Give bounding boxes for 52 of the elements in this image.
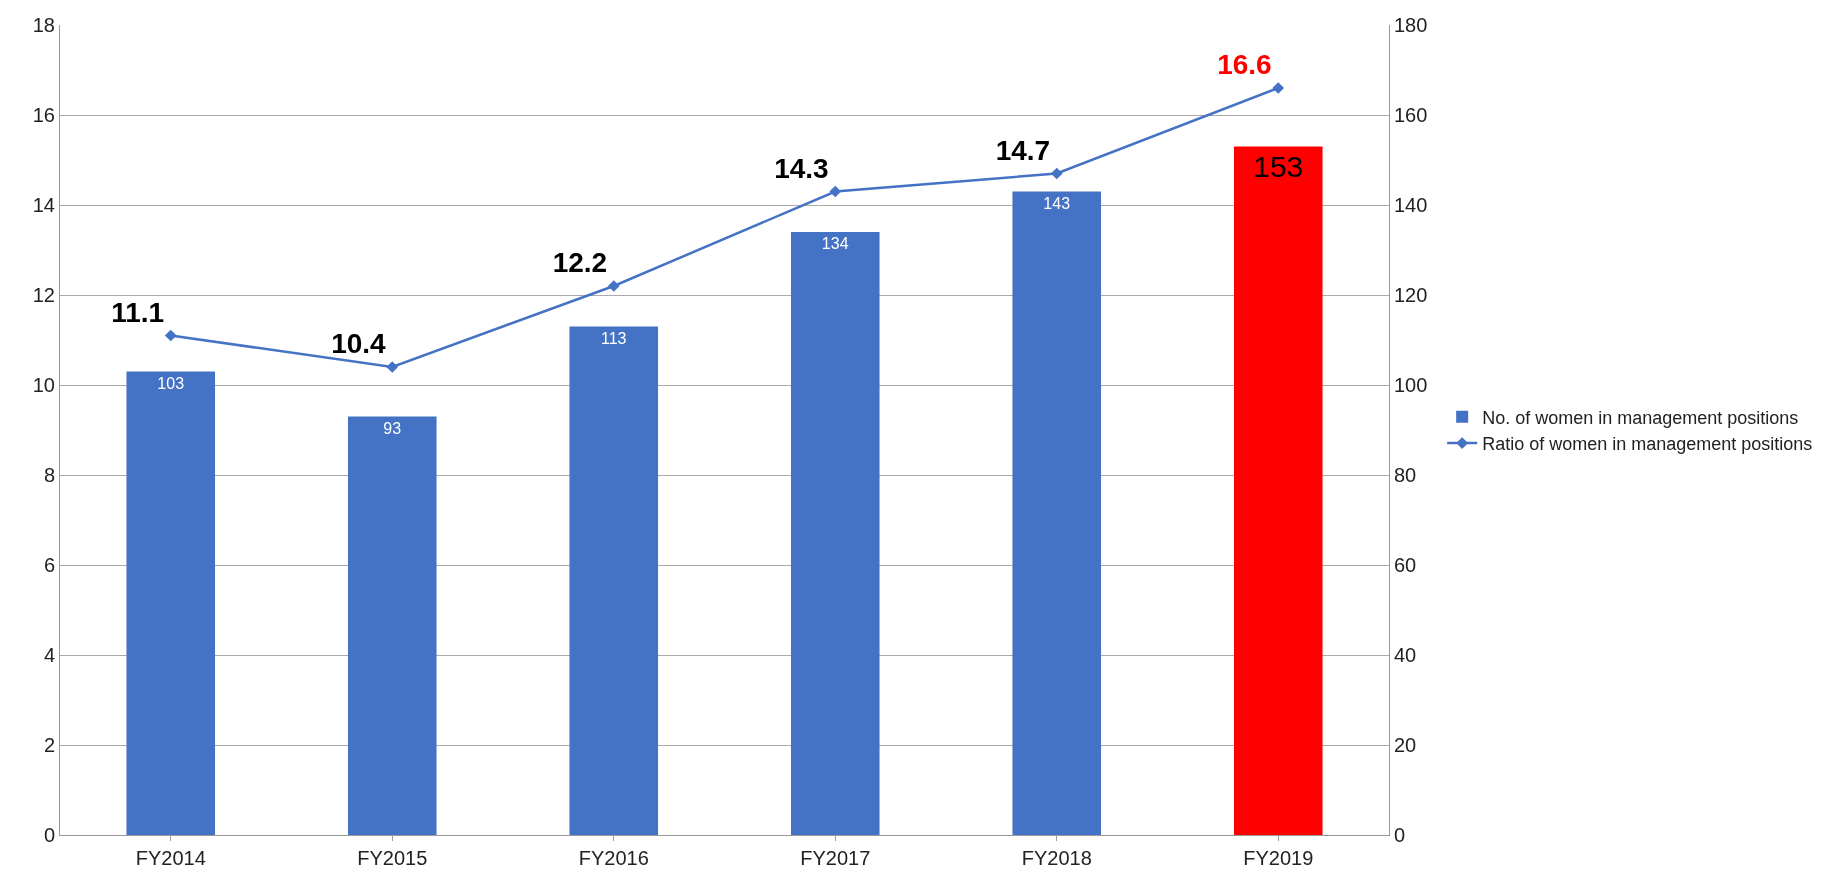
y-tick-label: 6 bbox=[43, 554, 55, 576]
bar bbox=[347, 416, 437, 835]
y2-tick-label: 120 bbox=[1394, 284, 1428, 306]
data-label: 113 bbox=[600, 329, 627, 347]
y-tick-label: 8 bbox=[43, 464, 55, 486]
x-tick-label: FY2019 bbox=[1243, 847, 1314, 869]
bar bbox=[569, 326, 659, 835]
y-tick-label: 4 bbox=[43, 644, 55, 666]
data-label: 16.6 bbox=[1217, 49, 1272, 81]
data-label: 14.3 bbox=[774, 152, 829, 184]
y-tick-label: 12 bbox=[32, 284, 55, 306]
y-tick-label: 2 bbox=[43, 734, 55, 756]
y2-tick-label: 60 bbox=[1394, 554, 1417, 576]
y2-tick-label: 140 bbox=[1394, 194, 1428, 216]
y2-tick-label: 100 bbox=[1394, 374, 1428, 396]
data-label: 12.2 bbox=[552, 247, 608, 279]
data-label: 103 bbox=[157, 374, 185, 392]
y2-tick-label: 80 bbox=[1394, 464, 1417, 486]
bar bbox=[126, 371, 216, 835]
x-tick-label: FY2016 bbox=[578, 847, 649, 869]
legend-label: No. of women in management positions bbox=[1482, 407, 1799, 428]
x-tick-label: FY2014 bbox=[135, 847, 206, 869]
y2-tick-label: 0 bbox=[1394, 824, 1406, 846]
bar bbox=[790, 232, 880, 835]
data-label: 134 bbox=[821, 235, 849, 252]
point bbox=[386, 361, 399, 373]
data-label: 143 bbox=[1043, 194, 1071, 212]
point bbox=[829, 185, 842, 198]
bar bbox=[1233, 146, 1323, 835]
y2-tick-label: 160 bbox=[1394, 104, 1428, 126]
legend-label: Ratio of women in management positions bbox=[1482, 434, 1813, 455]
y-tick-label: 14 bbox=[32, 194, 55, 216]
point bbox=[164, 329, 177, 342]
y2-tick-label: 20 bbox=[1394, 734, 1417, 756]
x-tick-label: FY2015 bbox=[357, 847, 428, 869]
point bbox=[1272, 82, 1285, 94]
y2-tick-label: 180 bbox=[1394, 14, 1428, 36]
x-tick-label: FY2018 bbox=[1021, 847, 1092, 869]
data-label: 11.1 bbox=[111, 296, 165, 328]
y2-tick-label: 40 bbox=[1394, 644, 1417, 666]
x-tick-label: FY2017 bbox=[800, 847, 871, 869]
data-label: 93 bbox=[383, 419, 402, 437]
y-tick-label: 0 bbox=[43, 824, 55, 846]
y-tick-label: 18 bbox=[32, 14, 55, 36]
point bbox=[1050, 167, 1063, 180]
data-label: 153 bbox=[1253, 149, 1304, 183]
y-tick-label: 10 bbox=[32, 374, 55, 396]
data-label: 10.4 bbox=[331, 328, 387, 360]
y-tick-label: 16 bbox=[32, 104, 55, 126]
data-label: 14.7 bbox=[995, 134, 1051, 166]
bar bbox=[1012, 191, 1102, 835]
point bbox=[607, 280, 620, 292]
